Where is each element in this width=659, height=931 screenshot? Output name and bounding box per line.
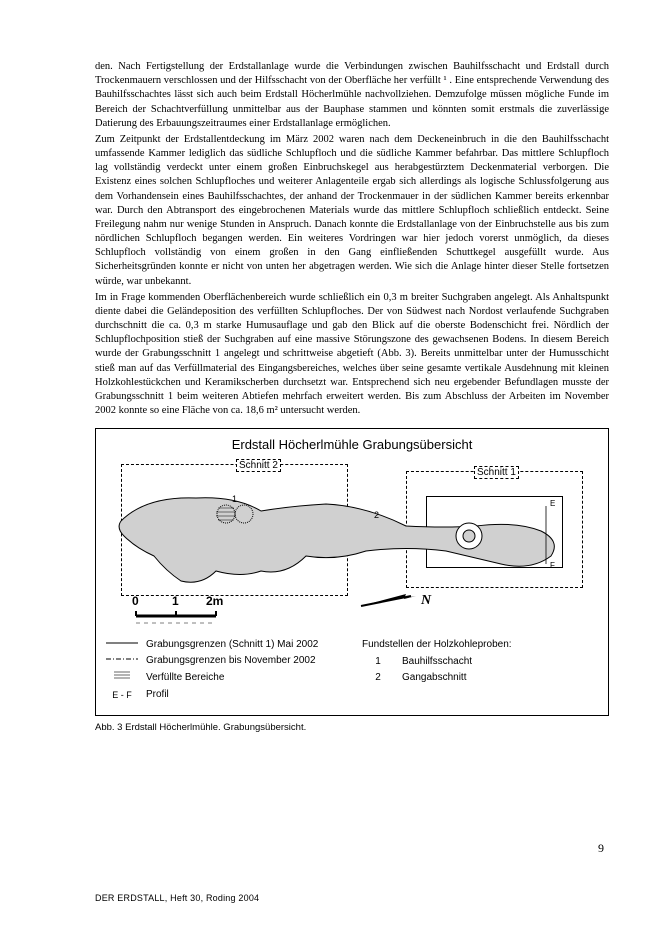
- ann-f: F: [550, 561, 555, 570]
- figure-caption: Abb. 3 Erdstall Höcherlmühle. Grabungsüb…: [95, 722, 609, 733]
- legend-right-text-1: Bauhilfsschacht: [402, 656, 472, 667]
- hatch-icon: [106, 671, 138, 684]
- paragraph-1: den. Nach Fertigstellung der Erdstallanl…: [95, 60, 609, 131]
- legend-item-profil: E - F Profil: [106, 689, 342, 700]
- legend-item-solid: Grabungsgrenzen (Schnitt 1) Mai 2002: [106, 639, 342, 650]
- legend-right-1: 1 Bauhilfsschacht: [362, 656, 598, 667]
- shaft-circle-inner: [463, 530, 475, 542]
- footer-rest: , Heft 30, Roding 2004: [165, 893, 259, 903]
- scale-0: 0: [132, 594, 139, 608]
- num-2: 2: [362, 672, 394, 683]
- ann-e: E: [550, 499, 555, 508]
- legend-text-2: Grabungsgrenzen bis November 2002: [146, 655, 316, 666]
- legend: Grabungsgrenzen (Schnitt 1) Mai 2002 Gra…: [106, 639, 598, 705]
- footer: DER ERDSTALL, Heft 30, Roding 2004: [95, 893, 259, 903]
- solid-line-icon: [106, 639, 138, 650]
- page: den. Nach Fertigstellung der Erdstallanl…: [0, 0, 659, 931]
- north-label: N: [420, 593, 432, 608]
- page-number: 9: [598, 841, 604, 856]
- diagram-area: Schnitt 2 Schnitt 1 1 2: [106, 456, 598, 631]
- legend-right-header: Fundstellen der Holzkohleproben:: [362, 639, 598, 650]
- dashed-line-icon: [106, 655, 138, 666]
- legend-text-1: Grabungsgrenzen (Schnitt 1) Mai 2002: [146, 639, 318, 650]
- ann-2: 2: [374, 510, 379, 520]
- legend-right-text-2: Gangabschnitt: [402, 672, 467, 683]
- tunnel-svg: 1 2 E F N: [106, 456, 596, 631]
- legend-text-3: Verfüllte Bereiche: [146, 672, 224, 683]
- paragraph-2: Zum Zeitpunkt der Erdstallentdeckung im …: [95, 133, 609, 289]
- num-1: 1: [362, 656, 394, 667]
- profil-sym: E - F: [106, 690, 138, 700]
- tunnel-main: [119, 498, 554, 582]
- ann-1: 1: [232, 494, 237, 504]
- legend-text-4: Profil: [146, 689, 169, 700]
- scale-2m: 2m: [206, 594, 223, 608]
- legend-item-dashed: Grabungsgrenzen bis November 2002: [106, 655, 342, 666]
- figure-box: Erdstall Höcherlmühle Grabungsübersicht …: [95, 428, 609, 716]
- footer-journal: DER ERDSTALL: [95, 893, 165, 903]
- scale-1: 1: [172, 594, 179, 608]
- paragraph-3: Im in Frage kommenden Oberflächenbereich…: [95, 291, 609, 419]
- legend-item-hatch: Verfüllte Bereiche: [106, 671, 342, 684]
- legend-right-2: 2 Gangabschnitt: [362, 672, 598, 683]
- legend-right-header-text: Fundstellen der Holzkohleproben:: [362, 639, 512, 650]
- figure-title: Erdstall Höcherlmühle Grabungsübersicht: [106, 437, 598, 452]
